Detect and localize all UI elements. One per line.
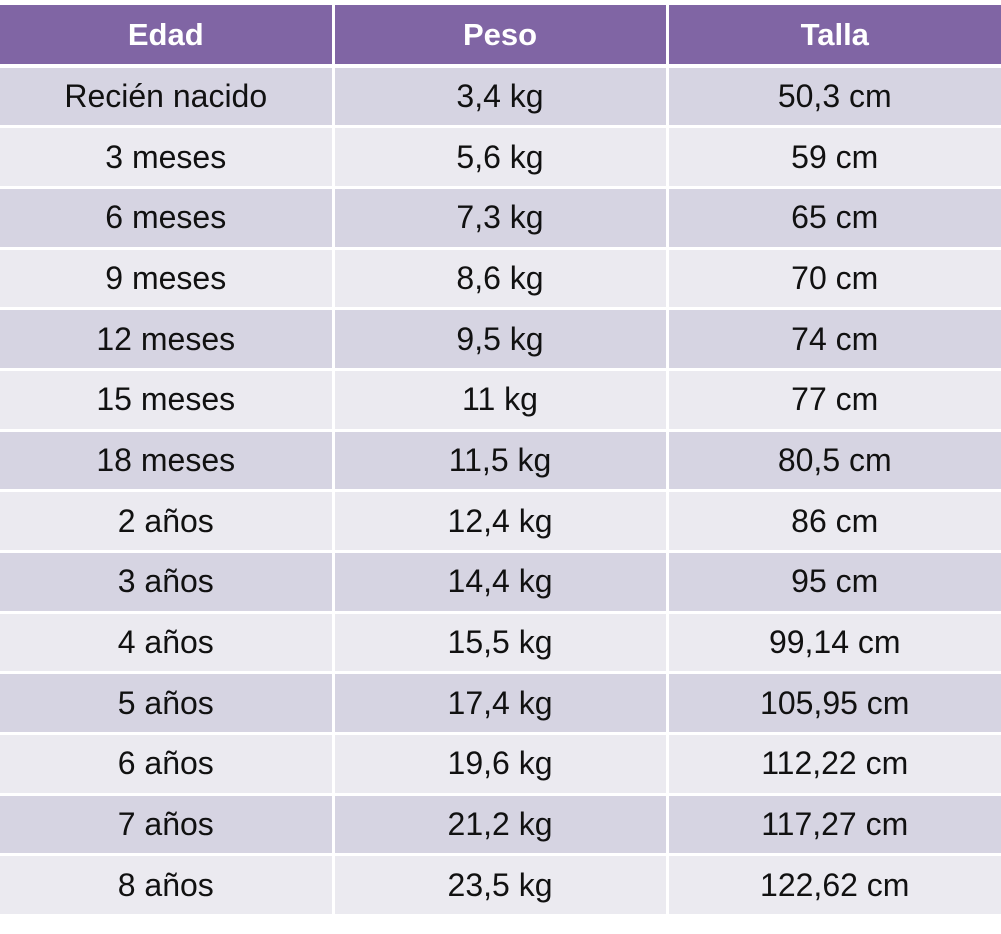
cell-peso: 8,6 kg — [333, 248, 669, 311]
table-row: 12 meses 9,5 kg 74 cm — [0, 308, 1001, 371]
cell-peso: 12,4 kg — [333, 490, 669, 553]
table-row: 18 meses 11,5 kg 80,5 cm — [0, 430, 1001, 493]
cell-talla: 122,62 cm — [667, 854, 1001, 918]
cell-edad: 3 años — [0, 551, 335, 614]
cell-edad: 9 meses — [0, 248, 335, 311]
table-row: 6 años 19,6 kg 112,22 cm — [0, 733, 1001, 796]
table-row: Recién nacido 3,4 kg 50,3 cm — [0, 66, 1001, 129]
cell-talla: 95 cm — [667, 551, 1001, 614]
cell-edad: 6 meses — [0, 187, 335, 250]
cell-edad: 3 meses — [0, 126, 335, 189]
cell-edad: 7 años — [0, 794, 335, 857]
growth-table: Edad Peso Talla Recién nacido 3,4 kg 50,… — [0, 5, 1001, 918]
cell-talla: 59 cm — [667, 126, 1001, 189]
cell-talla: 74 cm — [667, 308, 1001, 371]
header-edad: Edad — [0, 5, 335, 68]
cell-peso: 19,6 kg — [333, 733, 669, 796]
cell-peso: 7,3 kg — [333, 187, 669, 250]
cell-peso: 3,4 kg — [333, 66, 669, 129]
cell-talla: 50,3 cm — [667, 66, 1001, 129]
cell-peso: 11 kg — [333, 369, 669, 432]
cell-peso: 5,6 kg — [333, 126, 669, 189]
cell-edad: 2 años — [0, 490, 335, 553]
cell-peso: 14,4 kg — [333, 551, 669, 614]
cell-talla: 86 cm — [667, 490, 1001, 553]
table-row: 6 meses 7,3 kg 65 cm — [0, 187, 1001, 250]
table-row: 9 meses 8,6 kg 70 cm — [0, 248, 1001, 311]
cell-edad: 12 meses — [0, 308, 335, 371]
cell-edad: 6 años — [0, 733, 335, 796]
cell-edad: 18 meses — [0, 430, 335, 493]
table-header: Edad Peso Talla — [0, 5, 1001, 68]
growth-table-container: Edad Peso Talla Recién nacido 3,4 kg 50,… — [0, 5, 1001, 918]
cell-peso: 11,5 kg — [333, 430, 669, 493]
table-row: 7 años 21,2 kg 117,27 cm — [0, 794, 1001, 857]
table-row: 3 años 14,4 kg 95 cm — [0, 551, 1001, 614]
header-talla: Talla — [667, 5, 1001, 68]
table-row: 5 años 17,4 kg 105,95 cm — [0, 672, 1001, 736]
cell-peso: 23,5 kg — [333, 854, 669, 918]
table-row: 2 años 12,4 kg 86 cm — [0, 490, 1001, 553]
cell-edad: 5 años — [0, 672, 335, 736]
cell-peso: 9,5 kg — [333, 308, 669, 371]
cell-talla: 99,14 cm — [667, 612, 1001, 675]
cell-talla: 105,95 cm — [667, 672, 1001, 736]
cell-peso: 21,2 kg — [333, 794, 669, 857]
cell-edad: 8 años — [0, 854, 335, 918]
cell-talla: 80,5 cm — [667, 430, 1001, 493]
table-row: 3 meses 5,6 kg 59 cm — [0, 126, 1001, 189]
cell-edad: Recién nacido — [0, 66, 335, 129]
header-peso: Peso — [333, 5, 669, 68]
cell-edad: 15 meses — [0, 369, 335, 432]
cell-peso: 17,4 kg — [333, 672, 669, 736]
cell-talla: 117,27 cm — [667, 794, 1001, 857]
table-row: 15 meses 11 kg 77 cm — [0, 369, 1001, 432]
cell-peso: 15,5 kg — [333, 612, 669, 675]
cell-talla: 70 cm — [667, 248, 1001, 311]
table-row: 8 años 23,5 kg 122,62 cm — [0, 854, 1001, 918]
cell-talla: 77 cm — [667, 369, 1001, 432]
cell-edad: 4 años — [0, 612, 335, 675]
header-row: Edad Peso Talla — [0, 5, 1001, 68]
table-body: Recién nacido 3,4 kg 50,3 cm 3 meses 5,6… — [0, 66, 1001, 918]
cell-talla: 112,22 cm — [667, 733, 1001, 796]
table-row: 4 años 15,5 kg 99,14 cm — [0, 612, 1001, 675]
cell-talla: 65 cm — [667, 187, 1001, 250]
